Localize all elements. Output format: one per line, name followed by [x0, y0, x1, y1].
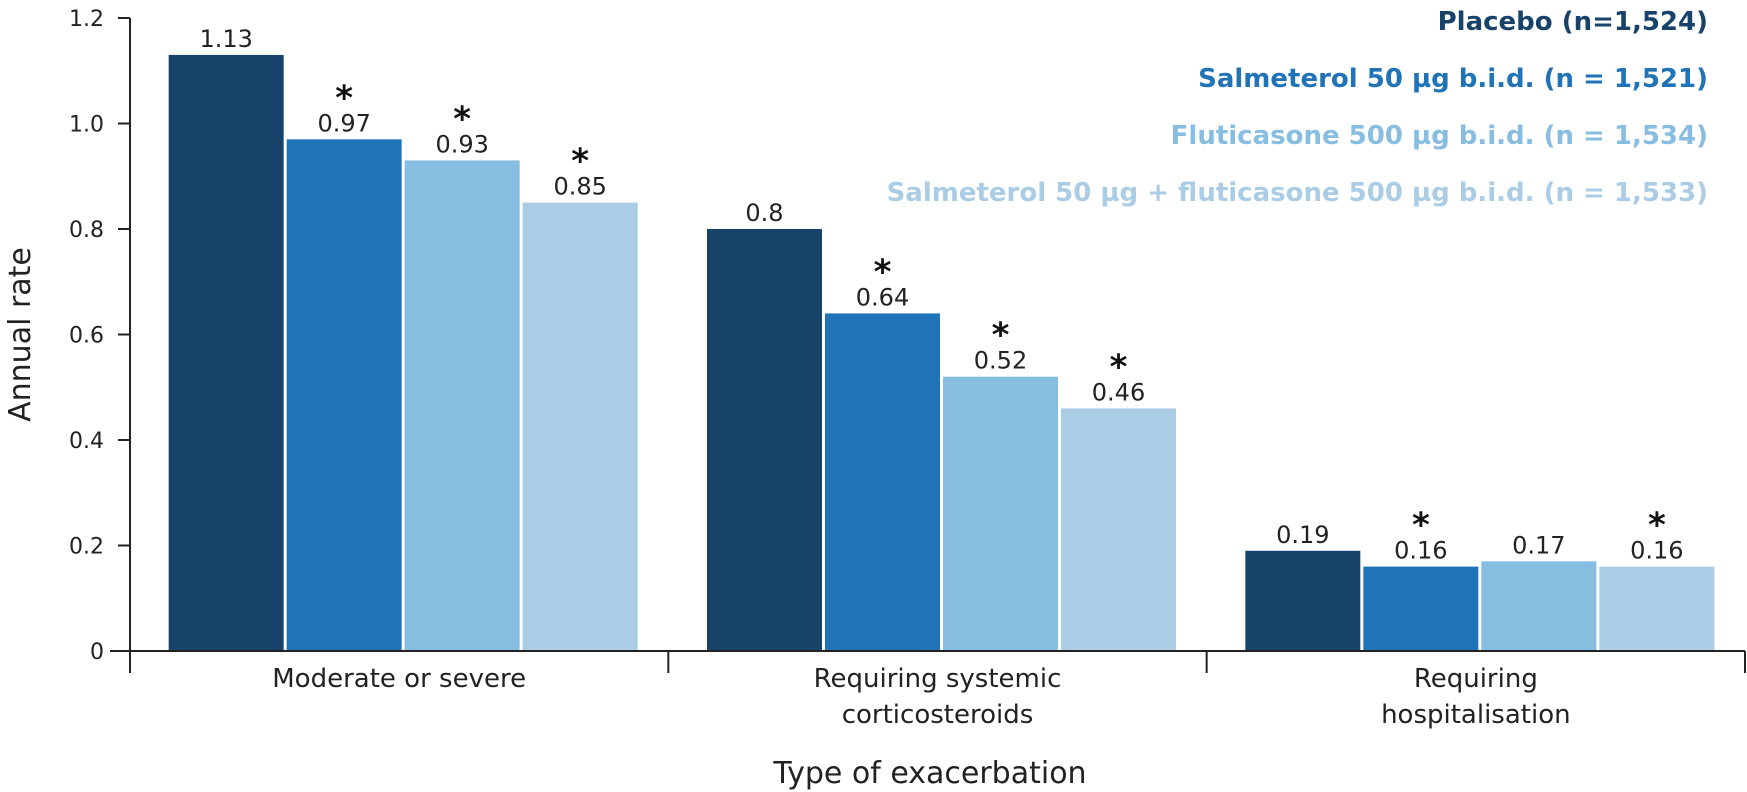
- significance-marker: *: [874, 252, 892, 292]
- y-tick-label: 0: [90, 640, 104, 665]
- x-category-label: Requiring: [1414, 664, 1538, 694]
- significance-marker: *: [1412, 506, 1430, 546]
- significance-marker: *: [1110, 347, 1128, 387]
- data-label: 0.17: [1512, 531, 1565, 559]
- bar: [168, 54, 284, 652]
- bar: [1481, 561, 1597, 651]
- bar: [522, 202, 638, 651]
- bar: [404, 160, 520, 652]
- data-label: 0.8: [745, 199, 783, 227]
- y-axis-title: Annual rate: [3, 247, 38, 422]
- y-tick-label: 0.6: [69, 324, 104, 349]
- significance-marker: *: [571, 142, 589, 182]
- data-label: 1.13: [199, 25, 252, 53]
- y-tick-label: 1.2: [69, 7, 104, 32]
- x-category-label: Requiring systemic: [814, 664, 1062, 694]
- data-label: 0.52: [974, 347, 1027, 375]
- bar: [1245, 550, 1361, 651]
- y-tick-label: 0.4: [69, 429, 104, 454]
- bar: [1061, 408, 1176, 651]
- legend-entry: Salmeterol 50 µg + fluticasone 500 µg b.…: [887, 178, 1708, 208]
- significance-marker: *: [992, 316, 1010, 356]
- bar: [943, 376, 1058, 651]
- data-label: 0.85: [553, 173, 606, 201]
- bar: [286, 139, 402, 651]
- data-label: 0.64: [856, 283, 909, 311]
- significance-marker: *: [453, 99, 471, 139]
- bar: [707, 229, 822, 651]
- data-label: 0.16: [1394, 537, 1447, 565]
- legend-entry: Placebo (n=1,524): [1438, 7, 1708, 37]
- bar: [1599, 566, 1715, 651]
- bar: [1363, 566, 1479, 651]
- data-label: 0.16: [1630, 537, 1683, 565]
- data-label: 0.19: [1276, 521, 1329, 549]
- x-category-label: Moderate or severe: [272, 664, 526, 694]
- legend-entry: Fluticasone 500 µg b.i.d. (n = 1,534): [1171, 121, 1708, 151]
- y-tick-label: 0.2: [69, 535, 104, 560]
- significance-marker: *: [1648, 506, 1666, 546]
- data-label: 0.97: [317, 109, 370, 137]
- legend-entry: Salmeterol 50 µg b.i.d. (n = 1,521): [1198, 64, 1708, 94]
- data-label: 0.46: [1092, 378, 1145, 406]
- data-label: 0.93: [435, 130, 488, 158]
- x-category-label: corticosteroids: [842, 700, 1034, 730]
- x-axis-title: Type of exacerbation: [772, 756, 1086, 791]
- y-tick-label: 1.0: [69, 113, 104, 138]
- y-tick-label: 0.8: [69, 218, 104, 243]
- significance-marker: *: [335, 78, 353, 118]
- x-category-label: hospitalisation: [1381, 700, 1571, 730]
- bar: [825, 313, 940, 651]
